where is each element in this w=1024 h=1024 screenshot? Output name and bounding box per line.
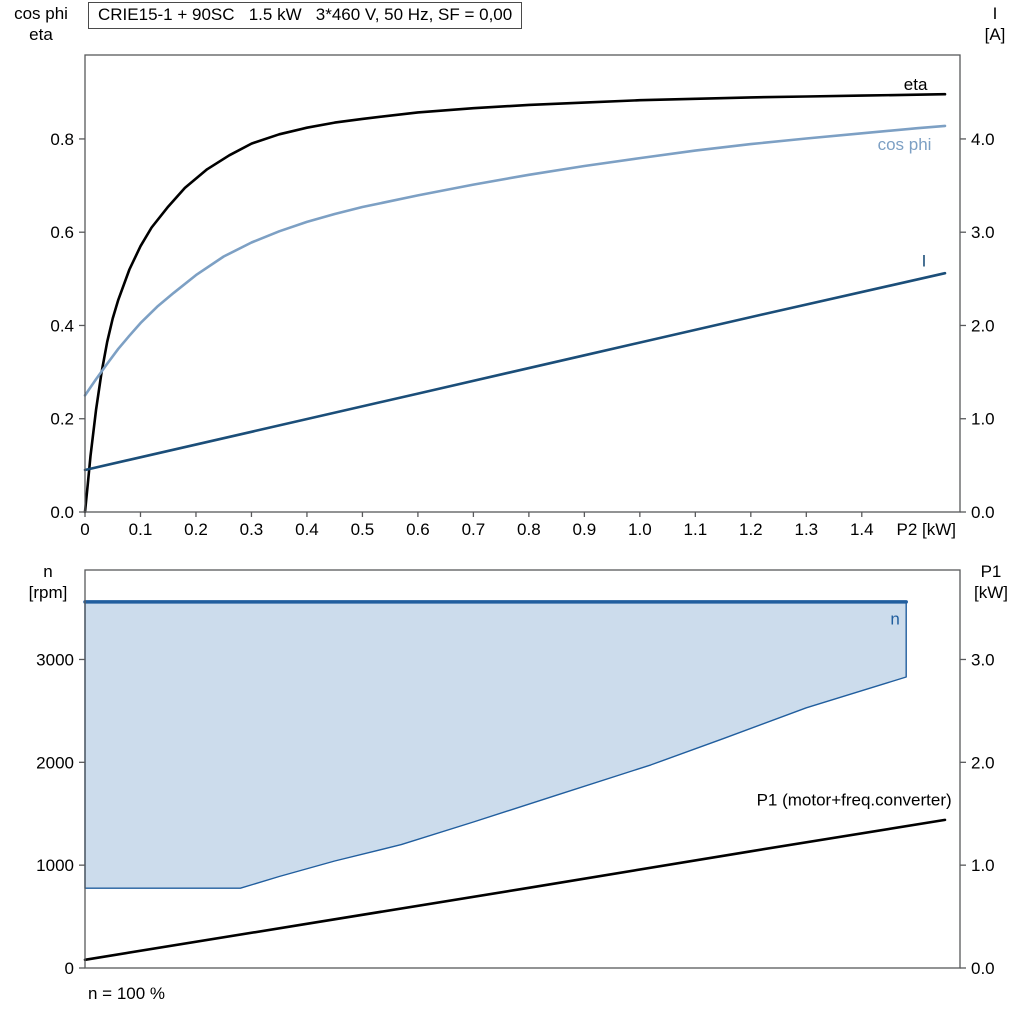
x-tick-label: 1.2 (739, 520, 763, 539)
y_left-tick-label: 3000 (36, 650, 74, 669)
y_left-tick-label: 0.8 (50, 130, 74, 149)
n-label: n (890, 610, 899, 629)
p1-axis-unit: [kW] (974, 583, 1008, 602)
top-left-axis-title: cos phi eta (2, 3, 80, 45)
y_right-tick-label: 1.0 (971, 856, 995, 875)
y_right-tick-label: 3.0 (971, 650, 995, 669)
x-tick-label: 0.5 (351, 520, 375, 539)
x-tick-label: 0.8 (517, 520, 541, 539)
y_left-tick-label: 0.4 (50, 316, 74, 335)
eta-curve (83, 92, 947, 514)
y_right-tick-label: 1.0 (971, 410, 995, 429)
speed-axis-unit: [rpm] (28, 583, 68, 602)
x-tick-label: 0 (80, 520, 89, 539)
chart-title: CRIE15-1 + 90SC 1.5 kW 3*460 V, 50 Hz, S… (88, 2, 523, 29)
y_right-tick-label: 0.0 (971, 959, 995, 978)
current-axis-unit: [A] (984, 25, 1006, 44)
y_left-tick-label: 0 (65, 959, 74, 978)
y_left-tick-label: 1000 (36, 856, 74, 875)
p1-motor-freq-converter-curve (83, 818, 947, 962)
x-tick-label: 0.1 (129, 520, 153, 539)
x-tick-label: 0.9 (573, 520, 597, 539)
bottom-right-axis-title: P1 [kW] (960, 561, 1022, 603)
p1-motor-freq-converter-label: P1 (motor+freq.converter) (757, 791, 952, 810)
plot-frame (84, 569, 961, 969)
y_right-tick-label: 4.0 (971, 130, 995, 149)
x-axis-label: P2 [kW] (896, 520, 956, 539)
i-label: I (922, 252, 927, 271)
speed-axis-label: n (43, 562, 53, 581)
x-tick-label: 0.3 (240, 520, 264, 539)
y_right-tick-label: 3.0 (971, 223, 995, 242)
bottom-left-axis-title: n [rpm] (14, 561, 82, 603)
p1-axis-label: P1 (980, 562, 1002, 581)
speed-percentage-note: n = 100 % (88, 984, 166, 1003)
eta-label: eta (904, 75, 928, 94)
eta-axis-label: eta (29, 25, 53, 44)
y_right-tick-label: 0.0 (971, 503, 995, 522)
y_left-tick-label: 0.0 (50, 503, 74, 522)
x-tick-label: 1.0 (628, 520, 652, 539)
x-tick-label: 1.1 (684, 520, 708, 539)
plot-frame (84, 54, 961, 513)
x-tick-label: 0.7 (462, 520, 486, 539)
cos-phi-axis-label: cos phi (14, 4, 68, 23)
cos-phi-curve (83, 124, 947, 397)
cos-phi-label: cos phi (878, 135, 932, 154)
x-tick-label: 1.4 (850, 520, 874, 539)
y_right-tick-label: 2.0 (971, 316, 995, 335)
y_right-tick-label: 2.0 (971, 753, 995, 772)
top-right-axis-title: I [A] (969, 3, 1021, 45)
y_left-tick-label: 0.2 (50, 410, 74, 429)
current-axis-label: I (992, 4, 998, 23)
i-curve (83, 271, 947, 472)
n-operating-range-curve (84, 601, 907, 889)
x-tick-label: 0.6 (406, 520, 430, 539)
x-tick-label: 1.3 (794, 520, 818, 539)
x-tick-label: 0.2 (184, 520, 208, 539)
y_left-tick-label: 2000 (36, 753, 74, 772)
x-tick-label: 0.4 (295, 520, 319, 539)
y_left-tick-label: 0.6 (50, 223, 74, 242)
